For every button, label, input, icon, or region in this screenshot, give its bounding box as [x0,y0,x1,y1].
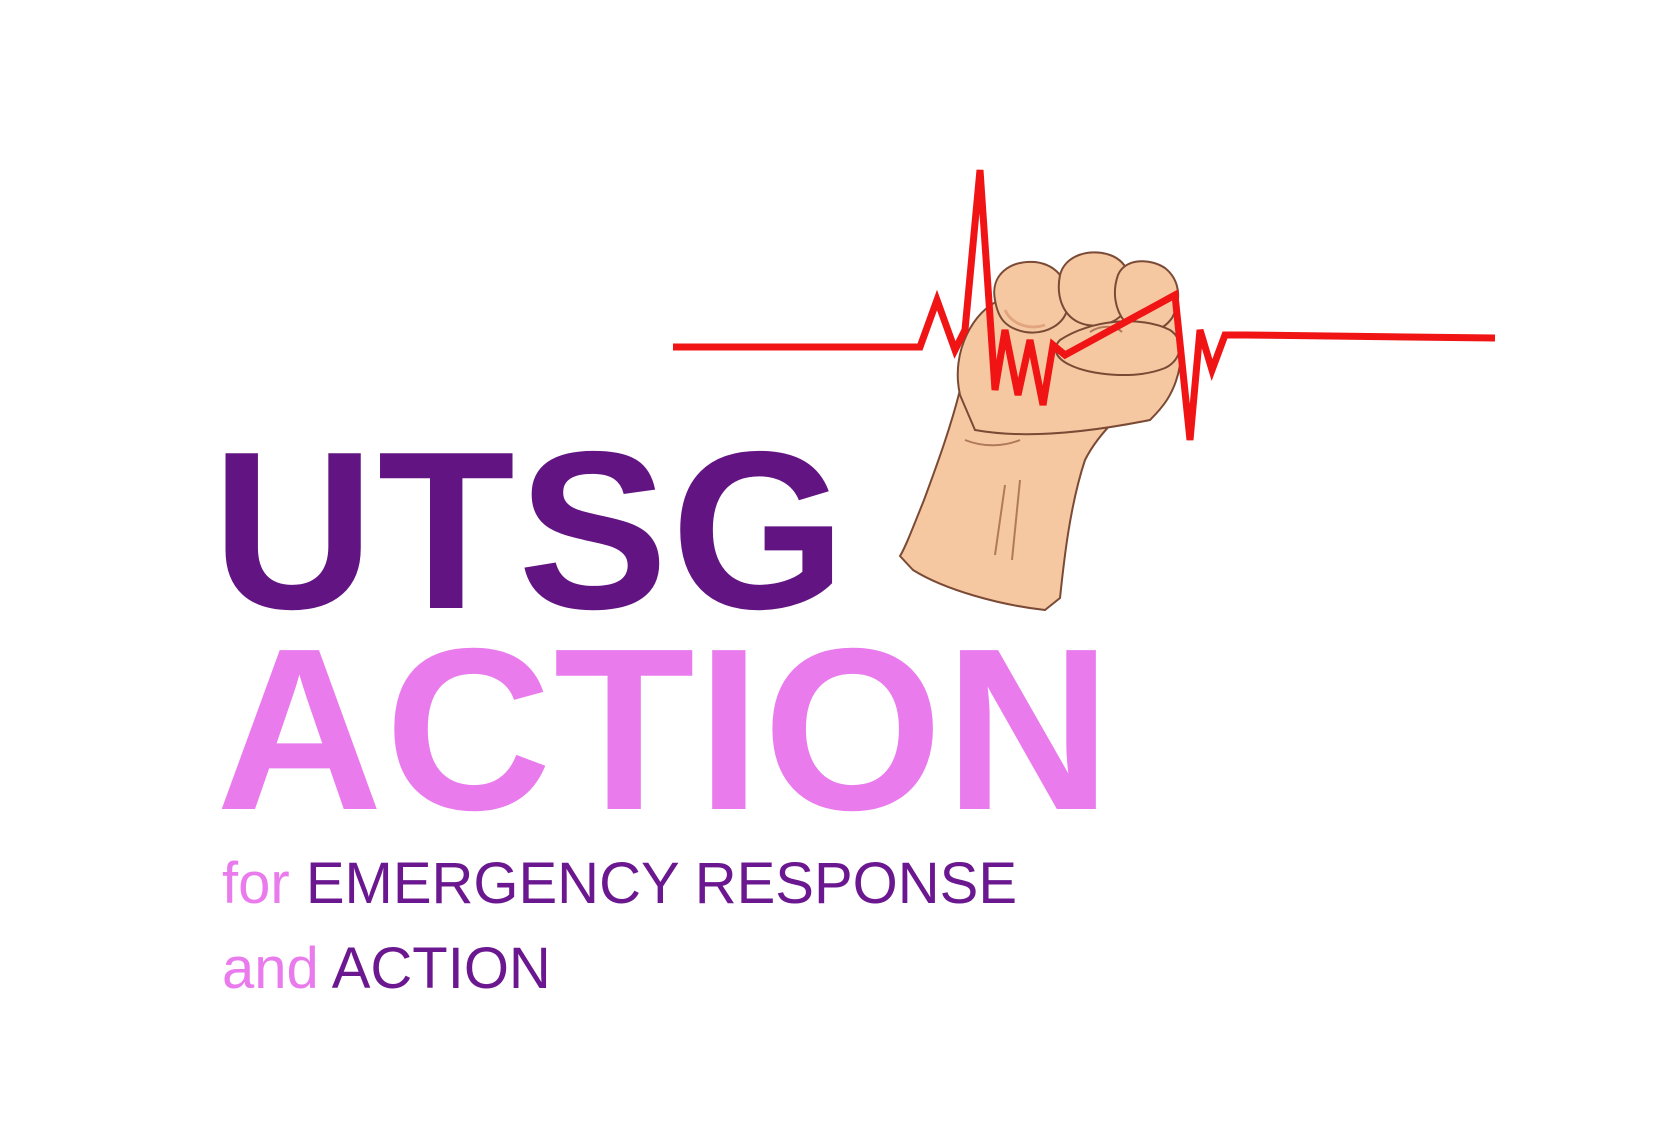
fist-knuckle-shadow [1003,309,1046,329]
fist-forearm-tendon-2 [1011,479,1021,561]
title-action: ACTION [216,600,1114,858]
tagline-action: ACTION [331,936,551,1001]
fist-wrist-crease [964,439,1021,447]
tagline-prefix-and: and [222,936,319,1001]
tagline-line-1: for EMERGENCY RESPONSE [222,855,1017,913]
tagline-emergency-response: EMERGENCY RESPONSE [305,851,1018,916]
tagline-prefix-for: for [222,851,290,916]
fist-forearm [898,386,1155,612]
tagline-line-2: and ACTION [222,940,551,998]
title-utsg: UTSG [212,404,850,656]
fist-thumb-nail [1089,325,1123,333]
fist-finger-3 [1113,260,1180,333]
fist-finger-1 [993,260,1070,334]
heartbeat-line-icon [673,169,1496,441]
fist-forearm-tendon-1 [994,484,1006,556]
